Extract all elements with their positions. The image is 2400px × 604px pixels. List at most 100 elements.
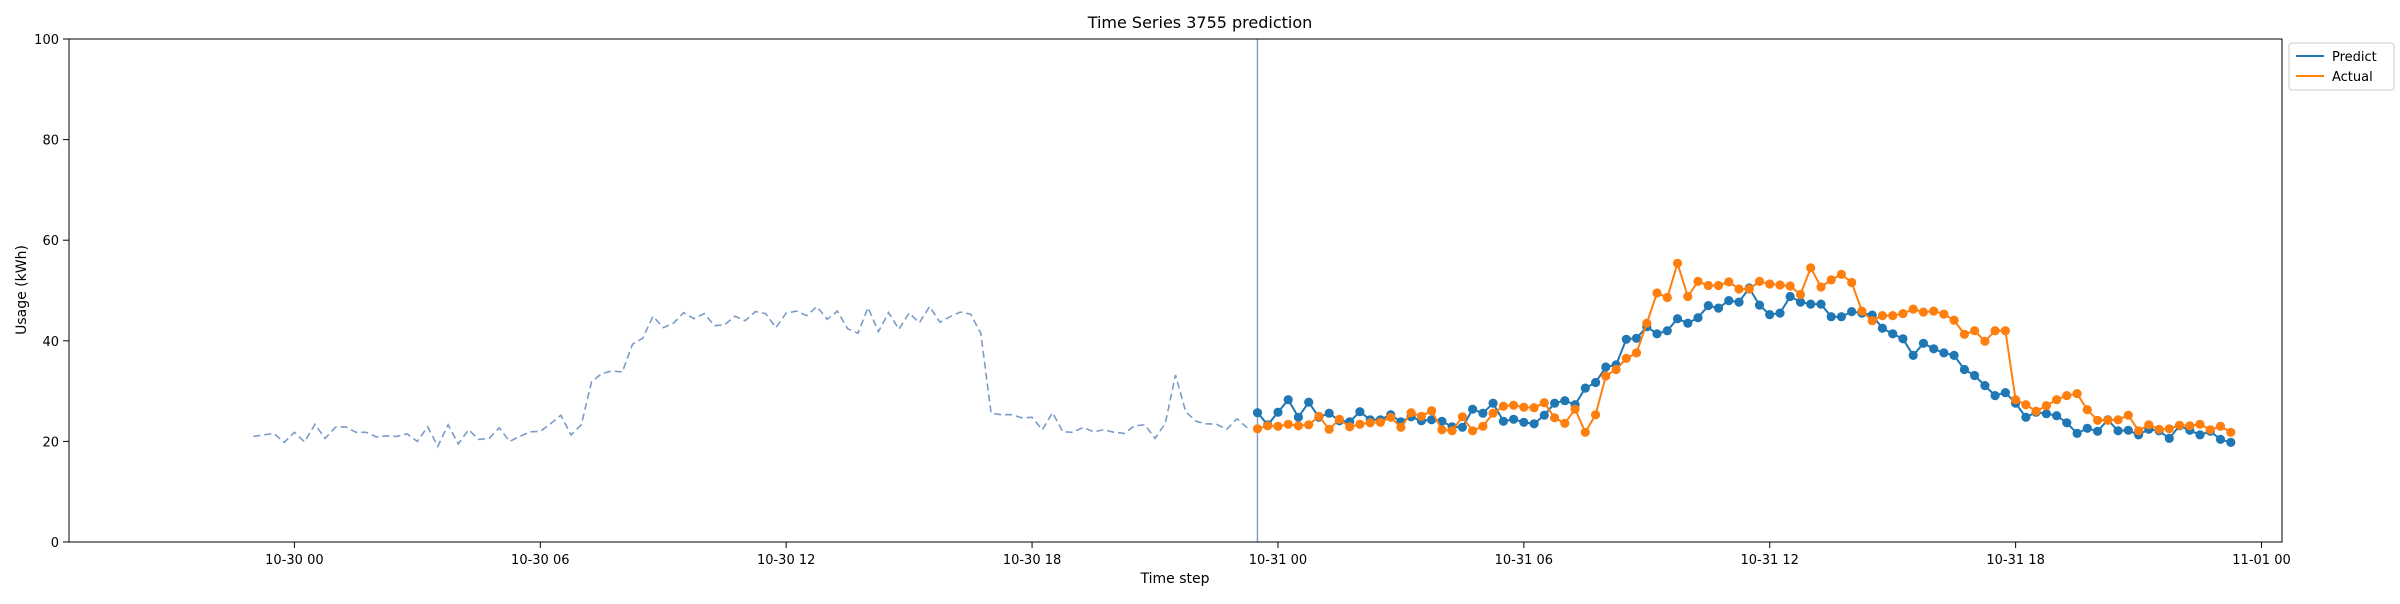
series-point-actual — [1888, 311, 1898, 321]
series-point-actual — [1509, 400, 1519, 410]
series-point-actual — [1765, 279, 1775, 289]
series-point-actual — [1857, 306, 1867, 316]
series-point-actual — [1918, 307, 1928, 317]
series-point-actual — [1437, 425, 1447, 435]
series-point-predict — [1754, 300, 1765, 310]
legend-label-actual: Actual — [2332, 70, 2373, 85]
series-point-actual — [1713, 280, 1724, 291]
series-point-actual — [2174, 420, 2185, 430]
series-point-predict — [1775, 308, 1785, 318]
x-tick-label: 10-31 06 — [1495, 553, 1553, 568]
series-point-actual — [2103, 415, 2113, 425]
series-point-actual — [1806, 263, 1816, 273]
series-point-predict — [1519, 417, 1529, 427]
series-point-predict — [1765, 310, 1775, 320]
series-point-predict — [1877, 323, 1887, 333]
chart-title: Time Series 3755 prediction — [1087, 13, 1313, 32]
series-point-actual — [2072, 389, 2082, 399]
series-point-predict — [2072, 428, 2082, 438]
series-point-actual — [2164, 424, 2174, 434]
series-point-actual — [1529, 403, 1539, 413]
x-tick-label: 10-30 18 — [1003, 553, 1061, 568]
series-point-predict — [2000, 388, 2010, 398]
series-point-actual — [1539, 398, 1549, 408]
series-point-actual — [1375, 417, 1385, 427]
series-point-predict — [2021, 412, 2031, 422]
y-tick-label: 20 — [42, 435, 59, 450]
series-point-actual — [1642, 318, 1652, 328]
series-point-actual — [1754, 276, 1765, 286]
series-point-actual — [1816, 282, 1826, 292]
series-point-predict — [1427, 415, 1437, 425]
series-point-actual — [1498, 401, 1508, 411]
series-point-actual — [2195, 419, 2205, 429]
series-point-actual — [1601, 371, 1611, 381]
history-line — [253, 305, 1248, 449]
series-point-predict — [1929, 344, 1939, 354]
series-point-predict — [2041, 409, 2051, 419]
legend-label-predict: Predict — [2332, 50, 2377, 65]
x-tick-label: 10-30 12 — [757, 553, 815, 568]
series-point-actual — [2226, 427, 2236, 437]
series-point-predict — [2195, 430, 2205, 440]
series-point-actual — [1652, 288, 1662, 298]
series-point-actual — [1252, 424, 1263, 434]
series-point-predict — [1560, 396, 1570, 406]
series-point-predict — [1826, 312, 1836, 322]
legend-box — [2288, 42, 2395, 91]
x-axis-label: Time step — [1140, 571, 1210, 587]
series-point-actual — [1334, 414, 1344, 424]
series-point-predict — [1939, 348, 1949, 358]
series-point-actual — [1672, 258, 1683, 268]
y-axis-label: Usage (kWh) — [14, 245, 30, 335]
series-point-actual — [1365, 418, 1375, 428]
axes: 0 20 40 60 80 100 10-30 00 10-30 06 10-30 12 10-3… — [34, 33, 2291, 568]
series-point-actual — [1468, 426, 1478, 436]
series-point-predict — [1478, 408, 1488, 418]
series-point-predict — [1631, 333, 1642, 343]
series-point-predict — [1918, 338, 1928, 348]
series-point-actual — [1683, 291, 1693, 302]
series-point-actual — [1457, 412, 1467, 422]
series-point-predict — [1509, 414, 1519, 424]
axes-frame — [68, 38, 2283, 543]
series-point-actual — [1386, 412, 1396, 422]
series-point-predict — [1806, 299, 1816, 309]
series-point-actual — [1580, 427, 1590, 437]
series-point-actual — [1396, 422, 1406, 432]
series-point-actual — [1631, 348, 1642, 358]
x-tick-label: 10-31 00 — [1249, 553, 1307, 568]
series-point-actual — [2082, 405, 2092, 415]
series-point-actual — [1416, 411, 1426, 421]
series-point-predict — [1949, 350, 1959, 360]
series-point-actual — [1621, 353, 1631, 363]
series-point-actual — [2062, 391, 2072, 401]
series-point-predict — [1990, 391, 2000, 401]
series-point-actual — [1427, 406, 1437, 416]
series-point-predict — [1621, 334, 1631, 344]
series-point-actual — [1959, 329, 1969, 339]
series-point-predict — [1795, 297, 1806, 307]
series-point-predict — [2164, 433, 2174, 443]
series-point-predict — [2113, 426, 2123, 436]
series-point-actual — [1662, 292, 1672, 303]
series-point-predict — [1468, 404, 1478, 414]
y-tick-label: 0 — [51, 536, 59, 551]
series-point-predict — [1252, 408, 1263, 418]
series-point-actual — [1263, 421, 1273, 431]
plot-area — [253, 39, 2236, 542]
series-point-predict — [1980, 381, 1990, 391]
series-point-predict — [1724, 296, 1734, 306]
series-point-actual — [1847, 277, 1857, 288]
series-point-predict — [1601, 362, 1611, 372]
series-point-actual — [2021, 400, 2031, 410]
series-point-actual — [2011, 395, 2021, 405]
series-point-predict — [1273, 407, 1283, 417]
series-point-predict — [1898, 334, 1908, 344]
series-point-predict — [1539, 410, 1549, 420]
series-point-actual — [1795, 289, 1806, 300]
series-point-predict — [1591, 377, 1601, 388]
series-point-actual — [1550, 413, 1560, 423]
series-point-actual — [1406, 408, 1416, 418]
